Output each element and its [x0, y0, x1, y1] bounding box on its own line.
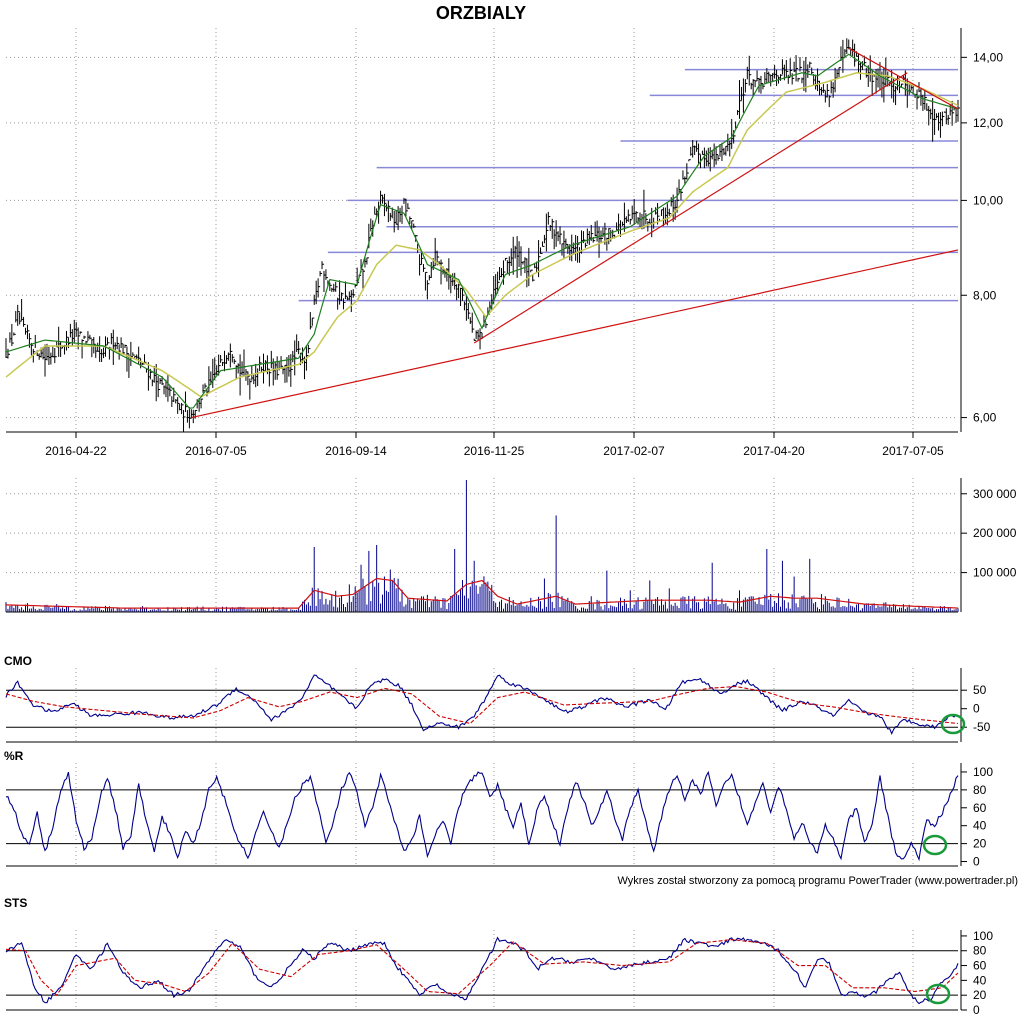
cmo-panel: 50 0 -50 — [5, 668, 991, 743]
price-tick-label: 10,00 — [973, 193, 1003, 207]
cmo-highlight-circle — [940, 713, 966, 735]
price-tick-label: 14,00 — [973, 50, 1003, 64]
cmo-panel-label: CMO — [4, 654, 32, 668]
wr-series-line — [5, 770, 959, 862]
volume-tick-label: 300 000 — [973, 487, 1017, 501]
volume-panel: 100 000 200 000 300 000 — [5, 478, 1017, 613]
wr-tick-label: 100 — [973, 765, 993, 779]
sts-series-line — [5, 939, 959, 997]
price-tick-label: 6,00 — [973, 411, 997, 425]
date-tick-label: 2017-02-07 — [603, 444, 665, 458]
trend-line — [473, 72, 908, 344]
date-tick-label: 2017-07-05 — [882, 444, 944, 458]
date-tick-label: 2016-11-25 — [464, 444, 525, 458]
volume-average — [5, 577, 959, 609]
date-tick-label: 2016-09-14 — [325, 444, 387, 458]
wr-tick-label: 80 — [973, 783, 987, 797]
date-tick-label: 2016-07-05 — [185, 444, 247, 458]
cmo-tick-label: -50 — [973, 720, 991, 734]
date-axis: 2016-04-22 2016-07-05 2016-09-14 2016-11-25… — [45, 432, 944, 458]
sts-highlight-circle — [925, 983, 951, 1005]
wr-highlight-circle — [922, 834, 948, 856]
volume-tick-label: 100 000 — [973, 566, 1017, 580]
sts-tick-label: 0 — [973, 1003, 980, 1015]
sts-tick-label: 80 — [973, 944, 987, 958]
trend-line — [848, 47, 959, 110]
sts-tick-label: 40 — [973, 973, 987, 987]
wr-tick-label: 60 — [973, 801, 987, 815]
volume-tick-label: 200 000 — [973, 526, 1017, 540]
date-tick-label: 2016-04-22 — [45, 444, 107, 458]
moving-average-fast — [5, 53, 959, 409]
wr-tick-label: 0 — [973, 855, 980, 869]
sts-tick-label: 60 — [973, 959, 987, 973]
cmo-series-line — [5, 685, 959, 725]
wr-panel-label: %R — [4, 749, 24, 763]
price-panel: 6,00 8,00 10,00 12,00 14,00 — [5, 28, 1003, 433]
wr-tick-label: 20 — [973, 837, 987, 851]
price-tick-label: 12,00 — [973, 116, 1003, 130]
cmo-tick-label: 0 — [973, 702, 980, 716]
moving-average-slow — [5, 72, 959, 398]
cmo-series-line — [5, 674, 959, 735]
sts-tick-label: 100 — [973, 929, 993, 943]
williams-r-panel: 100 80 60 40 20 0 — [5, 763, 993, 869]
sts-tick-label: 20 — [973, 988, 987, 1002]
cmo-tick-label: 50 — [973, 683, 987, 697]
sts-series-line — [5, 936, 959, 1005]
sts-panel-label: STS — [4, 896, 27, 910]
date-tick-label: 2017-04-20 — [743, 444, 805, 458]
trend-line — [191, 249, 959, 419]
credit-text: Wykres został stworzony za pomocą progra… — [617, 875, 1018, 887]
wr-tick-label: 40 — [973, 819, 987, 833]
chart-title: ORZBIALY — [436, 3, 526, 23]
price-tick-label: 8,00 — [973, 288, 997, 302]
